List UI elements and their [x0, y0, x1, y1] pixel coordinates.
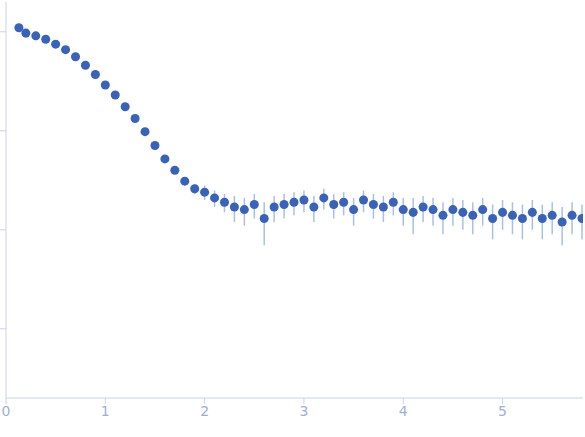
- svg-text:4: 4: [399, 403, 408, 419]
- svg-text:5: 5: [498, 403, 507, 419]
- svg-text:2: 2: [200, 403, 209, 419]
- svg-text:1: 1: [101, 403, 110, 419]
- svg-text:0: 0: [8, 403, 10, 419]
- svg-text:3: 3: [299, 403, 308, 419]
